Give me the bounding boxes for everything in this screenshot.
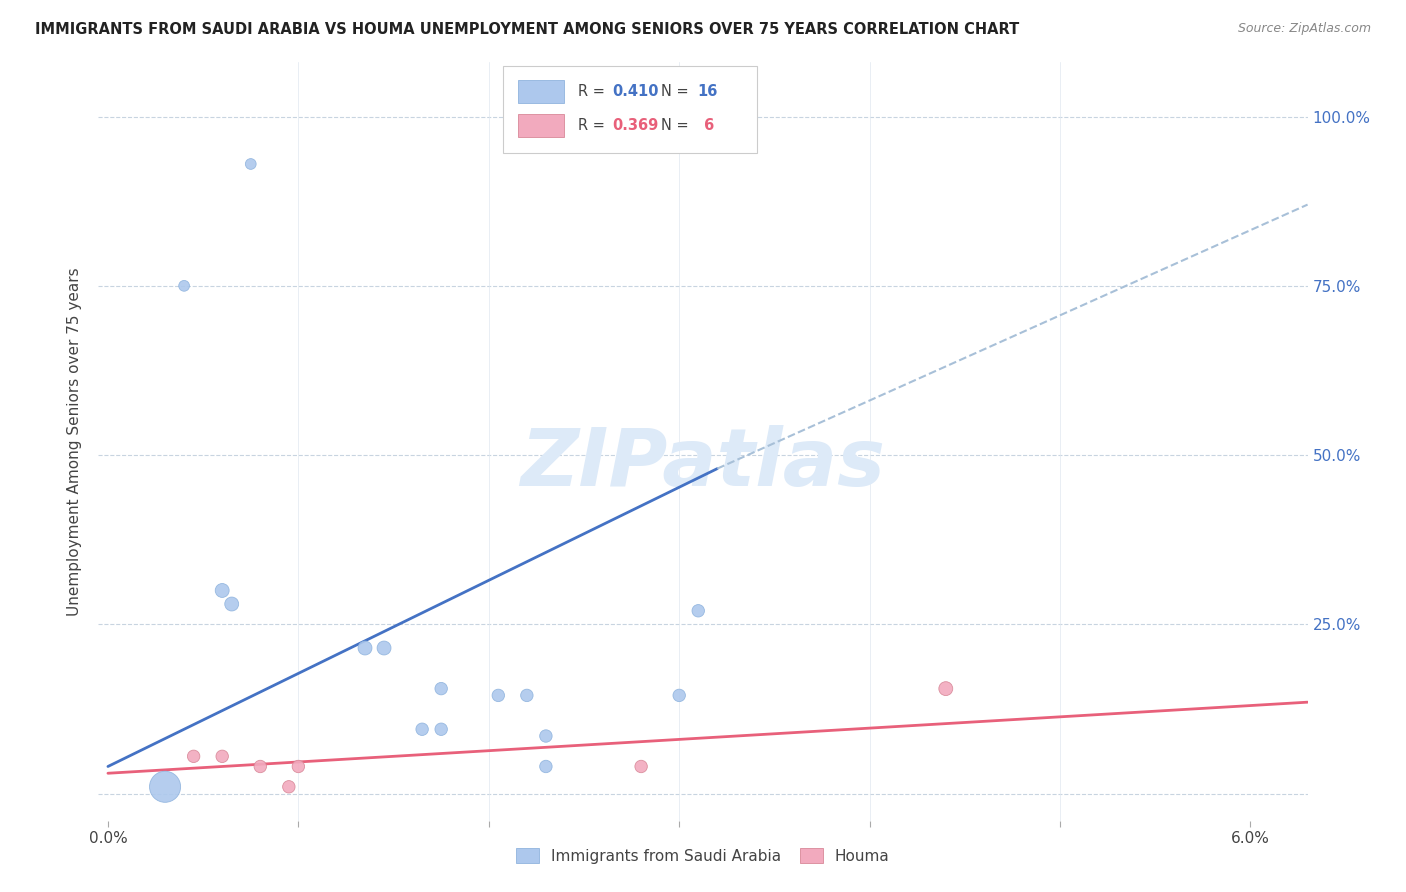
Point (430, 723, 453, 737)
Point (249, 759, 271, 773)
Point (688, 604, 710, 618)
Point (211, 749, 233, 764)
Point (239, 157, 262, 171)
Point (935, 681, 957, 696)
Text: Source: ZipAtlas.com: Source: ZipAtlas.com (1237, 22, 1371, 36)
Point (153, 780, 176, 794)
Point (486, 689, 509, 703)
Text: ZIPatlas: ZIPatlas (520, 425, 886, 503)
Point (183, 749, 205, 764)
Text: R =: R = (578, 84, 610, 99)
Point (221, 597, 243, 611)
Text: 0.410: 0.410 (613, 84, 659, 99)
FancyBboxPatch shape (517, 114, 564, 136)
Point (173, 278, 195, 293)
FancyBboxPatch shape (517, 80, 564, 103)
Text: 6: 6 (699, 118, 714, 133)
Point (354, 640, 377, 655)
Point (630, 759, 652, 773)
Point (430, 681, 453, 696)
Point (534, 729, 557, 743)
Text: 16: 16 (697, 84, 717, 99)
FancyBboxPatch shape (503, 66, 758, 153)
Y-axis label: Unemployment Among Seniors over 75 years: Unemployment Among Seniors over 75 years (67, 268, 83, 615)
Point (373, 640, 395, 655)
Point (534, 759, 557, 773)
Point (411, 723, 433, 737)
Text: 0.369: 0.369 (613, 118, 658, 133)
Point (211, 583, 233, 598)
Text: R =: R = (578, 118, 610, 133)
Legend: Immigrants from Saudi Arabia, Houma: Immigrants from Saudi Arabia, Houma (510, 842, 896, 870)
Point (516, 689, 538, 703)
Text: N =: N = (661, 84, 693, 99)
Point (287, 759, 309, 773)
Point (668, 689, 690, 703)
Text: IMMIGRANTS FROM SAUDI ARABIA VS HOUMA UNEMPLOYMENT AMONG SENIORS OVER 75 YEARS C: IMMIGRANTS FROM SAUDI ARABIA VS HOUMA UN… (35, 22, 1019, 37)
Point (277, 780, 299, 794)
Text: N =: N = (661, 118, 693, 133)
